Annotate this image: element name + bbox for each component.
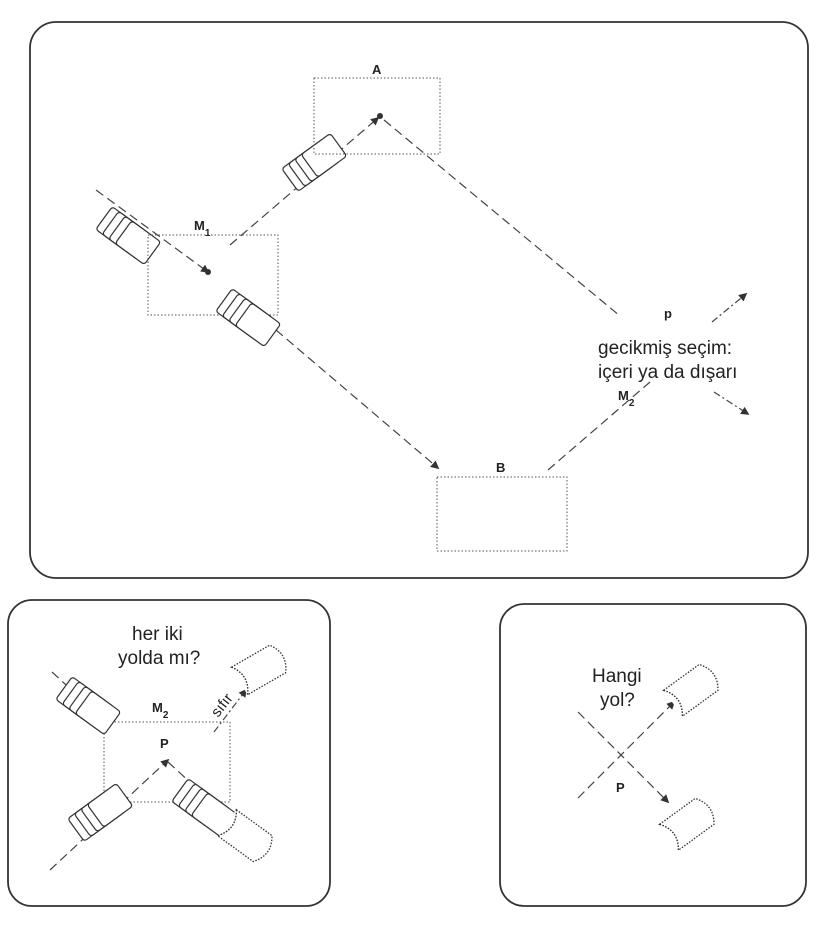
p-label-br: P <box>616 780 625 795</box>
stack-bl-upper-left-icon <box>55 676 122 736</box>
output-arrow-down <box>713 391 750 415</box>
detector-bl-top-icon <box>230 644 287 697</box>
stack-bl-lower-left-icon <box>67 782 134 842</box>
bottom-right-panel: Hangi yol? P <box>499 603 807 907</box>
detector-br-bottom-icon <box>658 797 715 852</box>
m2-box-bl <box>103 721 231 803</box>
p-label-top: p <box>664 306 672 321</box>
bottom-left-frame <box>7 599 331 907</box>
m1-label: M1 <box>194 218 211 239</box>
br-question-line1: Hangi <box>592 666 642 687</box>
bl-question-line1: her iki <box>132 624 183 645</box>
p-label-bl: P <box>160 736 169 751</box>
path-b-to-p <box>547 381 651 471</box>
bottom-left-panel: her iki yolda mı? M2 P sıfır <box>7 599 331 907</box>
bottom-right-frame <box>499 603 807 907</box>
output-arrow-up <box>711 292 748 323</box>
m1-point <box>205 269 211 275</box>
beam-br-a <box>577 711 670 804</box>
lower-stack-icon <box>215 288 282 348</box>
m1-box <box>147 234 279 316</box>
path-a-to-p <box>383 119 621 317</box>
beam-bl-lower-left <box>49 758 170 871</box>
source-stack-icon <box>95 206 162 266</box>
box-a <box>313 77 441 155</box>
top-panel-frame <box>29 21 809 579</box>
br-question-line2: yol? <box>600 690 635 711</box>
caption-line1: gecikmiş seçim: <box>598 338 732 359</box>
zero-label: sıfır <box>208 690 237 720</box>
path-to-a <box>229 116 380 246</box>
beam-bl-to-detector <box>213 688 248 733</box>
path-to-b <box>275 329 440 470</box>
box-b-label: B <box>496 460 505 475</box>
bl-question-line2: yolda mı? <box>118 648 200 669</box>
detector-br-top-icon <box>662 663 719 718</box>
m2-label-bl: M2 <box>152 700 169 721</box>
box-a-label: A <box>372 62 382 77</box>
caption-line2: içeri ya da dışarı <box>598 362 737 383</box>
incoming-beam <box>95 189 210 273</box>
a-point <box>377 113 383 119</box>
box-b <box>436 476 568 552</box>
beam-br-b <box>577 700 676 799</box>
m2-label-top: M2 <box>618 388 635 409</box>
top-panel: A B M1 p gecikmiş seçim: içeri ya da dış… <box>29 21 809 579</box>
detector-bl-bottom-icon <box>216 808 273 863</box>
